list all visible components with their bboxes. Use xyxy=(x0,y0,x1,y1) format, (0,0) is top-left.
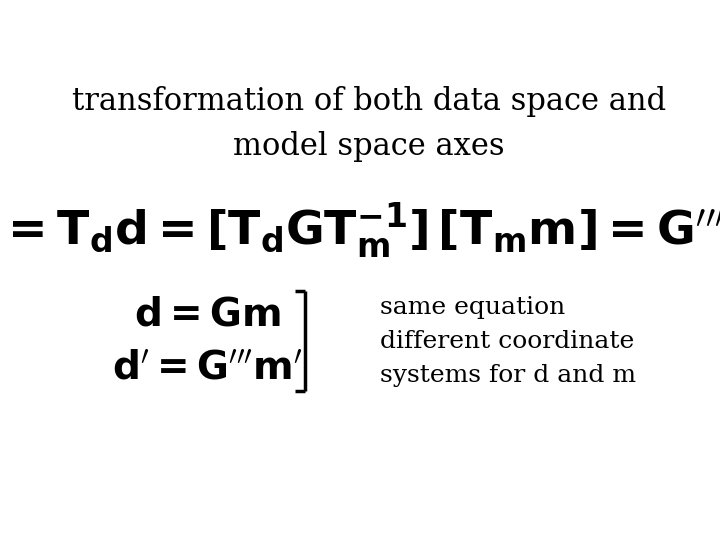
Text: transformation of both data space and: transformation of both data space and xyxy=(72,85,666,117)
Text: same equation
different coordinate
systems for d and m: same equation different coordinate syste… xyxy=(380,296,636,387)
Text: $\mathbf{d' = T_d d = [T_d G T_m^{-1}]\,[T_m m] = G''' m'}$: $\mathbf{d' = T_d d = [T_d G T_m^{-1}]\,… xyxy=(0,201,720,261)
Text: model space axes: model space axes xyxy=(233,131,505,163)
Text: $\mathbf{d' = G''' m'}$: $\mathbf{d' = G''' m'}$ xyxy=(112,349,302,387)
Text: $\mathbf{d = Gm}$: $\mathbf{d = Gm}$ xyxy=(134,295,281,333)
